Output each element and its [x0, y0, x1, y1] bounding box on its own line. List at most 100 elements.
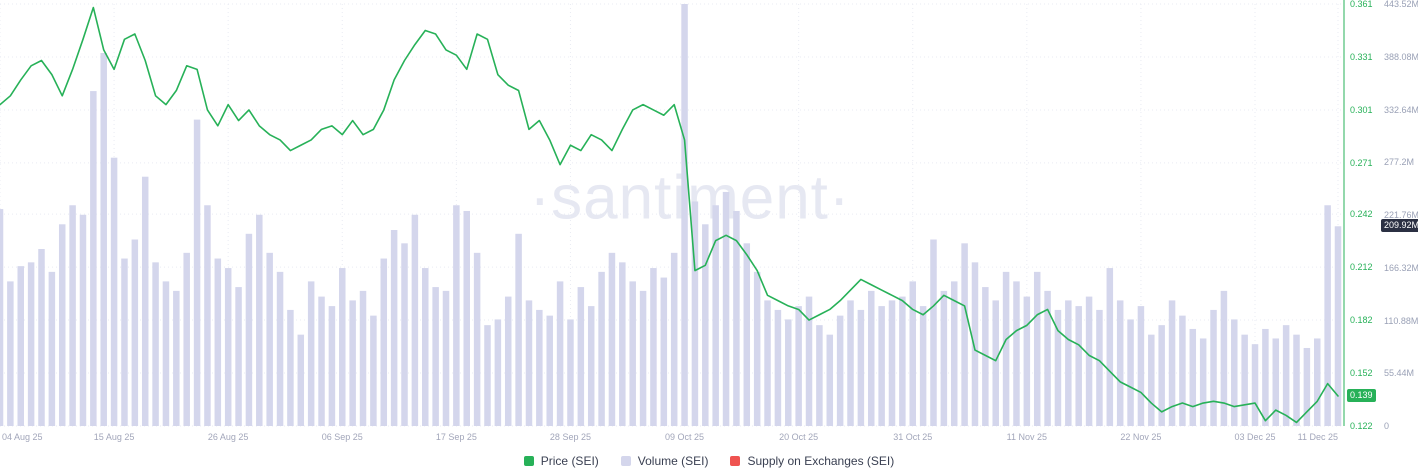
volume-bar[interactable]: [193, 119, 201, 427]
volume-bar[interactable]: [982, 287, 989, 426]
volume-bar[interactable]: [297, 334, 305, 426]
volume-bar[interactable]: [940, 290, 948, 426]
volume-bar[interactable]: [515, 233, 522, 426]
volume-bar[interactable]: [1293, 334, 1300, 426]
volume-bar[interactable]: [442, 290, 450, 426]
volume-bar[interactable]: [1096, 309, 1103, 426]
volume-bar[interactable]: [1251, 344, 1259, 426]
volume-bar[interactable]: [276, 271, 284, 426]
volume-bar[interactable]: [473, 252, 481, 426]
volume-bar[interactable]: [1262, 328, 1269, 426]
volume-bar[interactable]: [152, 262, 159, 426]
volume-bar[interactable]: [183, 252, 190, 426]
volume-bar[interactable]: [339, 268, 346, 426]
volume-bar[interactable]: [971, 262, 979, 426]
volume-bar[interactable]: [1023, 296, 1031, 426]
volume-bar[interactable]: [38, 249, 45, 426]
volume-bar[interactable]: [836, 315, 844, 426]
volume-bar[interactable]: [868, 290, 875, 426]
volume-bar[interactable]: [17, 266, 24, 426]
volume-bar[interactable]: [1116, 300, 1124, 426]
volume-bar[interactable]: [214, 258, 222, 426]
volume-bar[interactable]: [826, 334, 834, 426]
volume-bar[interactable]: [1002, 271, 1010, 426]
volume-bar[interactable]: [847, 300, 854, 426]
volume-bar[interactable]: [629, 281, 636, 426]
volume-bar[interactable]: [1075, 306, 1082, 426]
volume-bar[interactable]: [1065, 300, 1072, 426]
volume-bar[interactable]: [1282, 325, 1290, 426]
volume-bar[interactable]: [48, 271, 56, 426]
volume-bar[interactable]: [224, 268, 232, 426]
volume-bar[interactable]: [702, 224, 709, 426]
volume-bar[interactable]: [494, 319, 502, 426]
volume-bar[interactable]: [58, 224, 66, 426]
volume-bar[interactable]: [432, 287, 439, 426]
volume-bar[interactable]: [287, 309, 294, 426]
volume-bar[interactable]: [1013, 281, 1020, 426]
volume-bar[interactable]: [235, 287, 242, 426]
volume-bar[interactable]: [411, 214, 419, 426]
volume-bar[interactable]: [1127, 319, 1134, 426]
volume-bar[interactable]: [743, 243, 751, 426]
volume-bar[interactable]: [100, 53, 107, 427]
volume-bar[interactable]: [909, 281, 916, 426]
volume-bar[interactable]: [266, 252, 273, 426]
volume-bar[interactable]: [0, 209, 4, 426]
volume-bar[interactable]: [1314, 338, 1321, 426]
volume-bar[interactable]: [1158, 325, 1165, 426]
legend-item-volume-sei[interactable]: Volume (SEI): [620, 454, 708, 468]
volume-bar[interactable]: [27, 262, 35, 426]
volume-bar[interactable]: [1168, 300, 1176, 426]
volume-bar[interactable]: [899, 296, 906, 426]
volume-bar[interactable]: [370, 315, 377, 426]
volume-bar[interactable]: [950, 281, 958, 426]
volume-bar[interactable]: [733, 210, 740, 426]
volume-bar[interactable]: [785, 319, 792, 426]
volume-bar[interactable]: [795, 306, 802, 426]
volume-bar[interactable]: [1044, 290, 1051, 426]
volume-bar[interactable]: [131, 239, 139, 426]
volume-bar[interactable]: [453, 205, 460, 426]
volume-bar[interactable]: [525, 300, 533, 426]
volume-bar[interactable]: [619, 262, 626, 426]
volume-bar[interactable]: [639, 290, 647, 426]
volume-bar[interactable]: [587, 306, 595, 426]
volume-bar[interactable]: [7, 281, 14, 426]
volume-bar[interactable]: [536, 309, 543, 426]
volume-bar[interactable]: [1179, 315, 1186, 426]
volume-bar[interactable]: [961, 243, 968, 426]
volume-bar[interactable]: [318, 296, 325, 426]
volume-bar[interactable]: [577, 287, 585, 426]
volume-bar[interactable]: [390, 230, 398, 426]
volume-bar[interactable]: [1054, 309, 1062, 426]
volume-bar[interactable]: [1303, 347, 1311, 426]
volume-bar[interactable]: [401, 243, 408, 426]
volume-bar[interactable]: [69, 205, 76, 426]
volume-bar[interactable]: [546, 315, 553, 426]
volume-bar[interactable]: [722, 191, 730, 426]
volume-bar[interactable]: [764, 300, 771, 426]
volume-bar[interactable]: [1220, 290, 1228, 426]
volume-bar[interactable]: [691, 201, 699, 426]
volume-bar[interactable]: [660, 277, 668, 426]
volume-bar[interactable]: [919, 306, 927, 426]
volume-bar[interactable]: [121, 258, 128, 426]
volume-bar[interactable]: [79, 214, 87, 426]
volume-bar[interactable]: [1148, 334, 1155, 426]
volume-bar[interactable]: [712, 205, 719, 426]
volume-bar[interactable]: [567, 319, 574, 426]
volume-bar[interactable]: [1272, 338, 1280, 426]
volume-bar[interactable]: [878, 306, 885, 426]
volume-bar[interactable]: [1033, 271, 1041, 426]
volume-bar[interactable]: [1106, 268, 1114, 426]
volume-bar[interactable]: [463, 210, 470, 426]
volume-bar[interactable]: [774, 309, 782, 426]
volume-bar[interactable]: [650, 268, 657, 426]
volume-bar[interactable]: [141, 176, 149, 426]
chart-canvas[interactable]: [0, 0, 1345, 430]
volume-bar[interactable]: [1334, 226, 1342, 426]
legend-item-supply-on-exchanges-sei[interactable]: Supply on Exchanges (SEI): [730, 454, 894, 468]
volume-bar[interactable]: [857, 309, 865, 426]
volume-bar[interactable]: [245, 233, 253, 426]
